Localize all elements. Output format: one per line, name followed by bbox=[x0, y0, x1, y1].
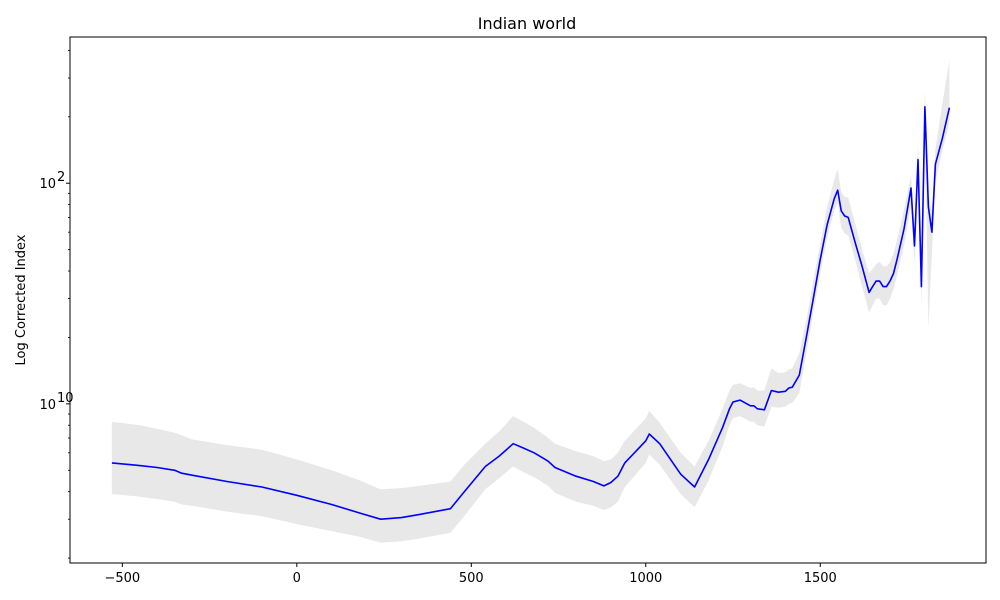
y-tick-exponent: 2 bbox=[57, 170, 65, 185]
y-tick-label: 10 bbox=[39, 177, 56, 192]
x-tick-label: −500 bbox=[104, 571, 140, 586]
confidence-band bbox=[111, 60, 950, 543]
plot-frame bbox=[69, 36, 987, 564]
chart-title: Indian world bbox=[478, 14, 577, 33]
y-axis-label: Log Corrected Index bbox=[14, 234, 29, 365]
x-axis: −500 0 500 1000 1500 bbox=[104, 563, 837, 586]
y-tick-exponent: 10 bbox=[57, 391, 74, 406]
x-tick-label: 0 bbox=[293, 571, 301, 586]
x-tick-label: 1500 bbox=[804, 571, 837, 586]
x-tick-label: 1000 bbox=[629, 571, 662, 586]
series-line bbox=[111, 106, 951, 521]
y-tick-label: 10 bbox=[39, 398, 56, 413]
x-tick-label: 500 bbox=[459, 571, 484, 586]
plot-area bbox=[111, 60, 951, 543]
